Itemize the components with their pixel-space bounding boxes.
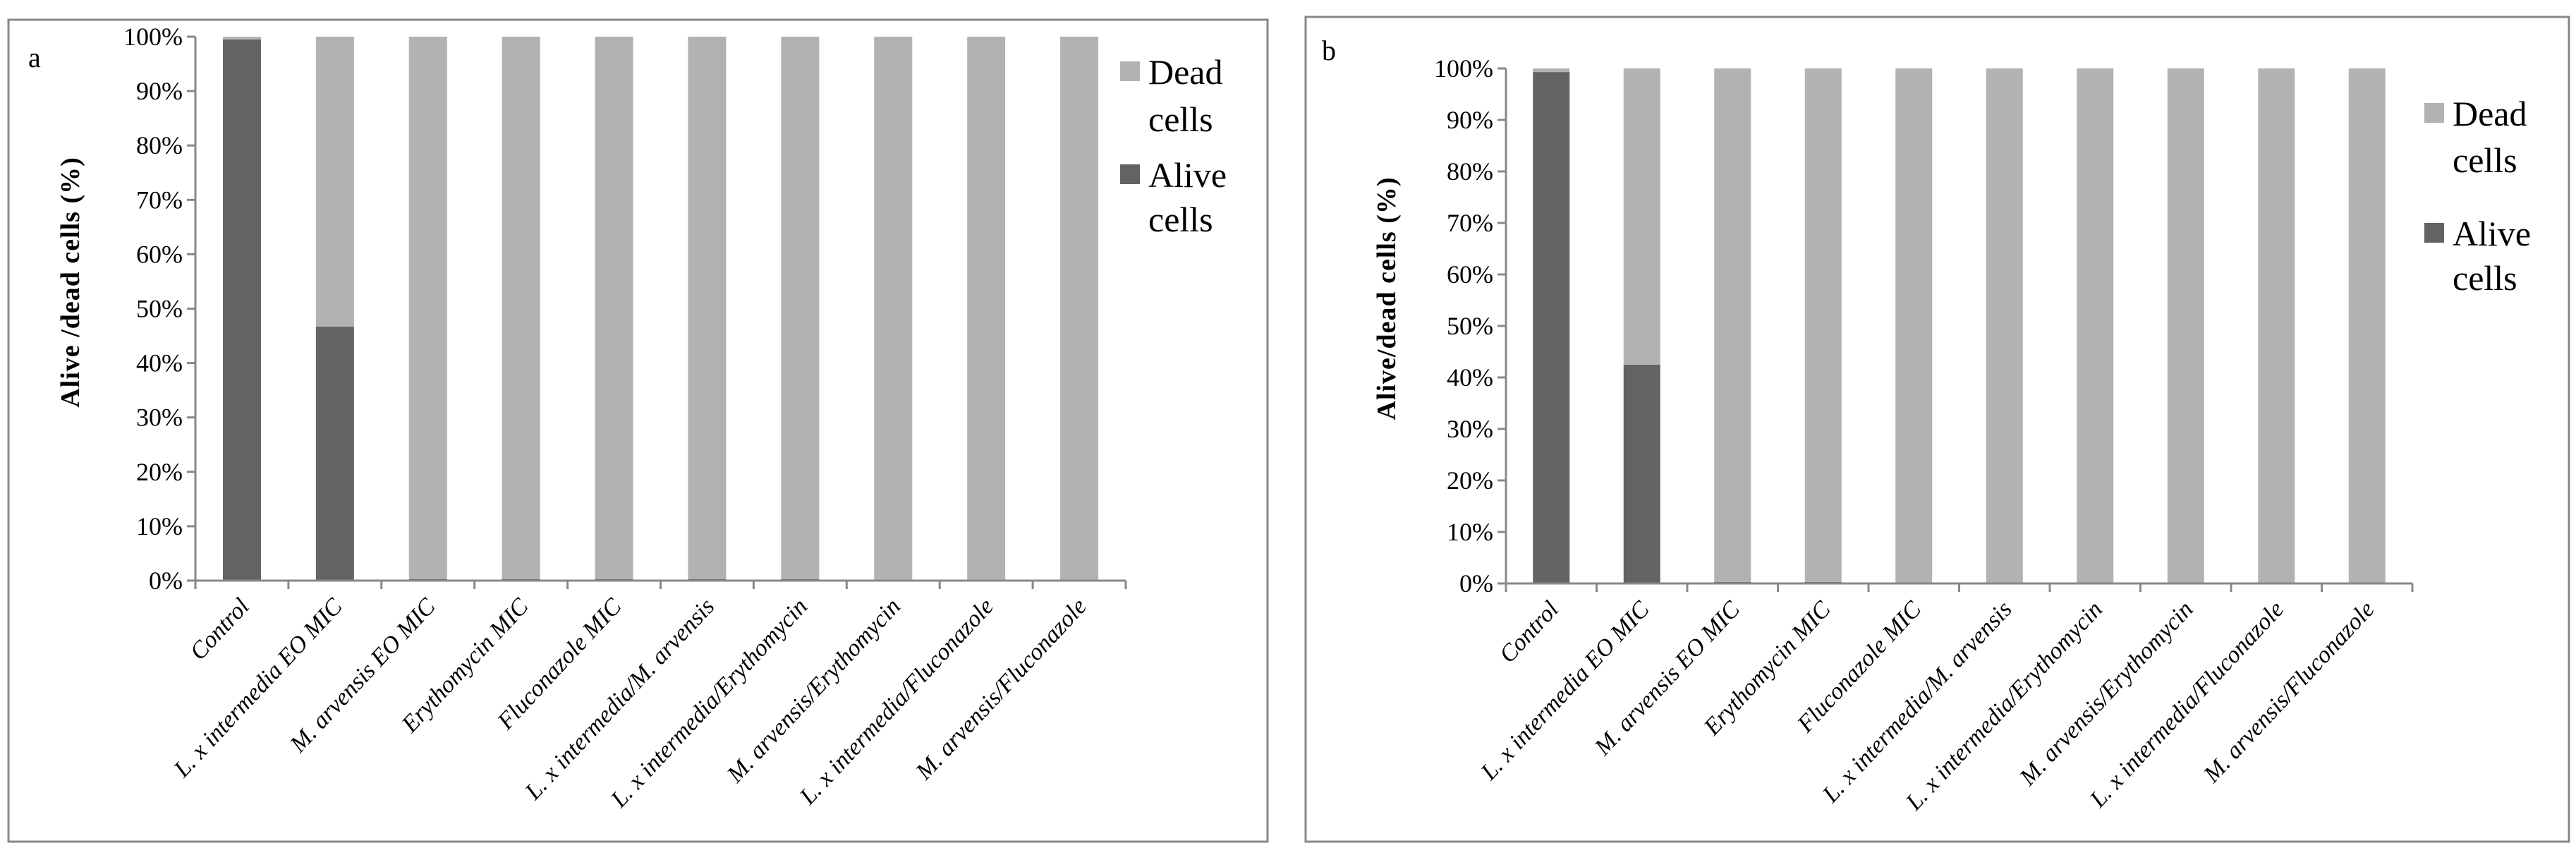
bar-dead <box>2167 68 2204 583</box>
y-tick-label: 10% <box>1447 518 1493 546</box>
bar-dead <box>408 37 447 579</box>
x-tick-label: M. arvensis/Fluconazole <box>911 593 1092 785</box>
bar-dead <box>1986 68 2023 583</box>
x-tick-label: L. x intermedia/M. arvensis <box>520 593 719 805</box>
x-tick-label: M. arvensis/Fluconazole <box>2199 596 2380 788</box>
legend-swatch-alive <box>2424 223 2444 243</box>
bar-dead <box>1895 68 1933 583</box>
y-tick-label: 60% <box>136 240 183 268</box>
y-tick-label: 100% <box>123 23 183 51</box>
bar-dead <box>2077 68 2114 583</box>
legend-label: Dead <box>1148 52 1223 92</box>
panel-border <box>7 18 1269 843</box>
legend-label: cells <box>2453 258 2517 298</box>
y-tick-label: 0% <box>1459 569 1493 598</box>
panel-label: a <box>28 42 41 73</box>
y-tick-label: 90% <box>136 77 183 105</box>
x-tick-label: L. x intermedia/Fluconazole <box>794 593 999 810</box>
bar-dead <box>222 37 261 40</box>
bar-alive <box>1533 72 1570 584</box>
legend-label: Dead <box>2453 94 2527 133</box>
y-axis-label: Alive /dead cells (%) <box>56 157 85 408</box>
bar-dead <box>781 37 820 579</box>
legend-swatch-dead <box>1120 61 1140 81</box>
bar-dead <box>967 37 1006 581</box>
y-tick-label: 80% <box>1447 157 1493 186</box>
x-tick-label: L. x intermedia/Fluconazole <box>2084 596 2289 813</box>
bar-alive <box>222 39 261 581</box>
x-tick-label: Control <box>185 593 254 665</box>
legend-label: cells <box>1148 200 1213 239</box>
y-tick-label: 90% <box>1447 106 1493 134</box>
bar-dead <box>1060 37 1099 581</box>
y-axis-label: Alive/dead cells (%) <box>1372 176 1402 420</box>
y-tick-label: 20% <box>1447 466 1493 495</box>
bar-alive <box>315 326 354 581</box>
y-tick-label: 50% <box>136 295 183 323</box>
panel-b: b Alive/dead cells (%) 0% 10% 20% 30% 40% 50%… <box>1304 16 2570 843</box>
x-tick-label: Control <box>1495 596 1564 668</box>
legend-swatch-dead <box>2424 103 2444 123</box>
y-tick-label: 80% <box>136 131 183 159</box>
y-tick-label: 20% <box>136 458 183 486</box>
bar-dead <box>1623 68 1660 365</box>
panel-label: b <box>1322 35 1336 66</box>
y-tick-label: 30% <box>136 404 183 432</box>
bar-dead <box>688 37 727 579</box>
bar-dead <box>1804 68 1842 582</box>
y-tick-label: 60% <box>1447 260 1493 289</box>
bar-dead <box>2258 68 2295 583</box>
legend-label: Alive <box>1148 155 1227 195</box>
bar-dead <box>874 37 913 581</box>
bar-dead <box>1533 68 1570 73</box>
y-tick-label: 0% <box>149 567 183 595</box>
bar-alive <box>1623 364 1660 583</box>
bar-dead <box>2348 68 2386 583</box>
x-tick-label: L. x intermedia EO MIC <box>1476 596 1655 786</box>
legend-label: Alive <box>2453 214 2531 253</box>
legend-label: cells <box>2453 140 2517 180</box>
y-tick-label: 70% <box>136 186 183 214</box>
x-tick-label: M. arvensis/Erythomycin <box>722 593 906 788</box>
bar-dead <box>502 37 540 579</box>
bar-dead <box>595 37 633 579</box>
x-tick-label: M. arvensis/Erythomycin <box>2015 596 2199 791</box>
legend-label: cells <box>1148 99 1213 139</box>
y-tick-label: 40% <box>1447 363 1493 392</box>
bar-dead <box>315 37 354 327</box>
y-tick-label: 50% <box>1447 312 1493 340</box>
y-tick-label: 40% <box>136 349 183 377</box>
x-tick-label: L. x intermedia/M. arvensis <box>1817 596 2017 808</box>
y-tick-label: 30% <box>1447 415 1493 443</box>
bar-dead <box>1714 68 1751 582</box>
x-tick-label: L. x intermedia EO MIC <box>169 593 348 783</box>
panel-border <box>1304 16 2570 843</box>
y-tick-label: 10% <box>136 512 183 540</box>
y-tick-label: 70% <box>1447 209 1493 237</box>
legend-swatch-alive <box>1120 164 1140 184</box>
y-tick-label: 100% <box>1434 54 1493 83</box>
panel-a: a Alive /dead cells (%) 0% 10% 20% 30% 40% 50… <box>7 18 1269 843</box>
x-tick-label: L. x intermedia/Erythomycin <box>605 593 813 813</box>
